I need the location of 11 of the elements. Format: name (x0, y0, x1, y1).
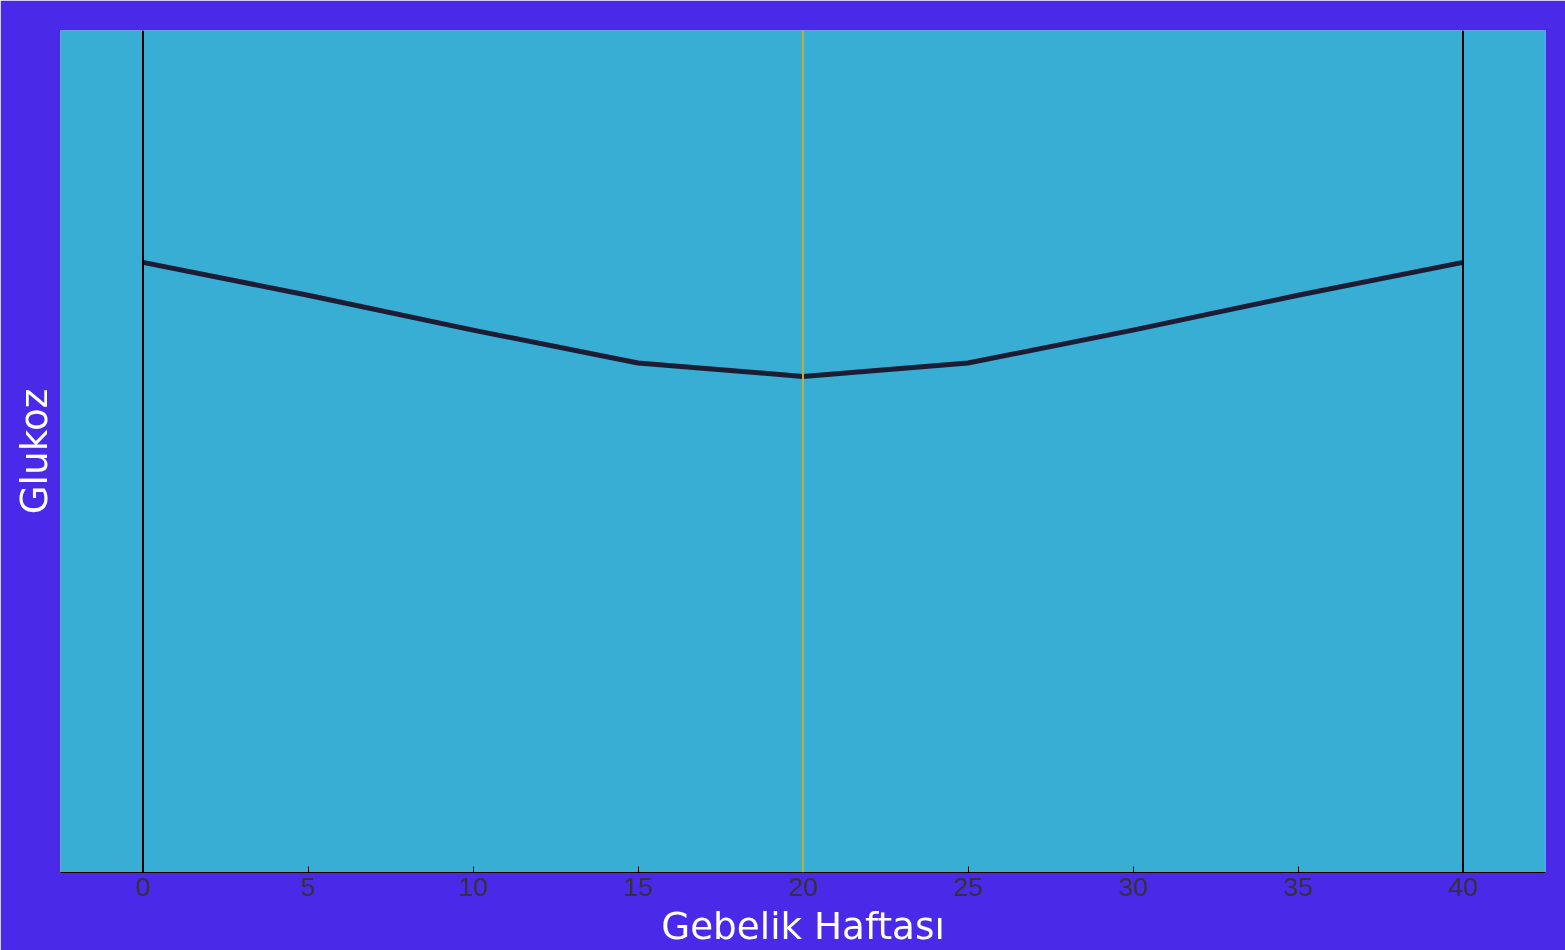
x-tick-label: 15 (623, 871, 653, 902)
x-tick-label: 25 (953, 871, 983, 902)
x-tick-label: 10 (458, 871, 488, 902)
x-tick-label: 20 (788, 871, 818, 902)
x-tick-label: 40 (1448, 871, 1478, 902)
x-axis-title: Gebelik Haftası (661, 903, 945, 948)
x-tick-label: 0 (135, 871, 151, 902)
x-tick-label: 5 (300, 871, 316, 902)
x-tick-label: 35 (1283, 871, 1313, 902)
y-axis-title: Glukoz (11, 388, 56, 515)
x-tick-label: 30 (1118, 871, 1148, 902)
